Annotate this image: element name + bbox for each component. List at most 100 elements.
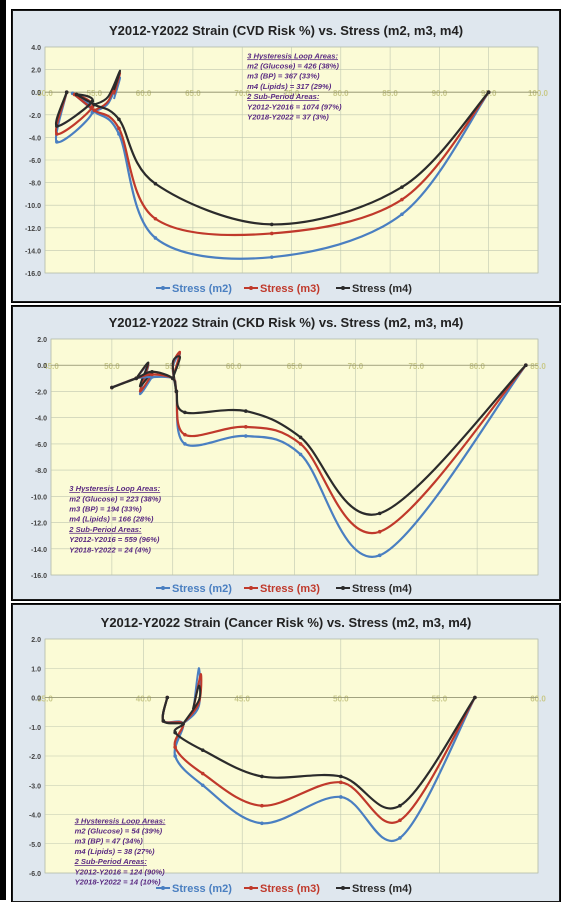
chart-panel-cvd: Y2012-Y2022 Strain (CVD Risk %) vs. Stre…	[12, 10, 560, 302]
data-point	[524, 363, 528, 368]
data-point	[298, 435, 303, 440]
y-tick-label: 1.0	[31, 666, 41, 673]
chart-legend: Stress (m2) Stress (m3) Stress (m4)	[156, 883, 412, 895]
legend-item-label: Stress (m4)	[352, 883, 412, 895]
data-point	[150, 372, 154, 377]
y-tick-label: 0.0	[37, 363, 47, 370]
legend-swatch-dot	[341, 286, 345, 290]
data-point	[117, 132, 121, 136]
chart-panel-cancer: Y2012-Y2022 Strain (Cancer Risk %) vs. S…	[12, 604, 560, 902]
data-point	[150, 375, 154, 379]
data-point	[173, 730, 177, 735]
data-point	[269, 222, 274, 227]
data-point	[117, 117, 121, 122]
data-point	[165, 695, 170, 700]
data-point	[150, 369, 154, 374]
legend-item-label: Stress (m2)	[172, 283, 232, 295]
legend-swatch-dot	[341, 886, 345, 890]
x-tick-label: 55.0	[432, 695, 448, 704]
legend-item-label: Stress (m3)	[260, 283, 320, 295]
x-tick-label: 60.0	[226, 362, 242, 371]
annotation-line: m2 (Glucose) = 54 (39%)	[75, 826, 163, 835]
ckd-chart-svg: Y2012-Y2022 Strain (CKD Risk %) vs. Stre…	[31, 315, 546, 595]
legend-swatch-dot	[249, 286, 253, 290]
legend-swatch-dot	[161, 886, 165, 890]
annotation-line: m2 (Glucose) = 426 (38%)	[247, 62, 339, 71]
data-point	[398, 836, 402, 840]
chart-legend: Stress (m2) Stress (m3) Stress (m4)	[156, 283, 412, 295]
legend-item-label: Stress (m4)	[352, 583, 412, 595]
y-tick-label: 2.0	[37, 337, 47, 344]
chart-title: Y2012-Y2022 Strain (CKD Risk %) vs. Stre…	[109, 315, 464, 330]
series-line	[54, 91, 490, 260]
annotation-line: Y2018-Y2022 = 14 (10%)	[75, 877, 161, 886]
annotation-heading: 2 Sub-Period Areas:	[74, 857, 148, 866]
data-point	[183, 432, 187, 437]
y-tick-label: -1.0	[29, 725, 41, 732]
x-tick-label: 70.0	[234, 89, 250, 98]
annotation-heading: 3 Hysteresis Loop Areas:	[247, 51, 338, 60]
data-point	[90, 99, 95, 104]
data-point	[377, 529, 382, 534]
x-tick-label: 65.0	[287, 362, 303, 371]
x-tick-label: 75.0	[284, 89, 300, 98]
y-tick-label: -2.0	[29, 754, 41, 761]
y-tick-label: -4.0	[29, 813, 41, 820]
data-point	[181, 722, 185, 726]
data-point	[92, 108, 97, 113]
annotation-line: Y2012-Y2016 = 124 (90%)	[75, 867, 166, 876]
data-point	[153, 216, 158, 221]
x-tick-label: 45.0	[234, 695, 250, 704]
data-point	[173, 754, 177, 758]
data-point	[244, 409, 248, 413]
hysteresis-loop-line	[93, 69, 121, 106]
data-point	[200, 748, 205, 752]
y-tick-label: -2.0	[35, 389, 47, 396]
data-point	[260, 821, 264, 826]
annotation-line: m3 (BP) = 47 (34%)	[75, 837, 144, 846]
y-tick-label: -14.0	[25, 248, 41, 255]
data-point	[153, 181, 158, 186]
data-point	[200, 783, 205, 788]
y-tick-label: -8.0	[29, 181, 41, 188]
annotation-line: Y2012-Y2016 = 1074 (97%)	[247, 102, 342, 111]
data-point	[183, 410, 187, 415]
hysteresis-loop-line	[182, 667, 202, 725]
data-point	[377, 553, 382, 558]
data-point	[74, 92, 79, 97]
legend-item-label: Stress (m2)	[172, 883, 232, 895]
annotation-line: m2 (Glucose) = 223 (38%)	[69, 494, 161, 503]
data-point	[244, 434, 248, 438]
data-point	[260, 803, 264, 808]
y-tick-label: -5.0	[29, 842, 41, 849]
x-tick-label: 85.0	[530, 362, 546, 371]
series-line	[54, 91, 490, 226]
annotation-heading: 2 Sub-Period Areas:	[246, 92, 320, 101]
data-point	[400, 212, 404, 217]
data-point	[153, 236, 158, 240]
legend-item-label: Stress (m3)	[260, 583, 320, 595]
annotation-heading: 2 Sub-Period Areas:	[68, 525, 142, 534]
y-tick-label: -12.0	[31, 521, 47, 528]
data-point	[398, 818, 402, 823]
hysteresis-loop-line	[182, 684, 202, 725]
x-tick-label: 65.0	[185, 89, 201, 98]
data-point	[269, 231, 274, 236]
left-edge-bar	[0, 0, 6, 900]
x-tick-label: 80.0	[333, 89, 349, 98]
data-point	[64, 90, 69, 94]
y-tick-label: -10.0	[31, 494, 47, 501]
cancer-chart-svg: Y2012-Y2022 Strain (Cancer Risk %) vs. S…	[29, 615, 546, 895]
chart-panel-ckd: Y2012-Y2022 Strain (CKD Risk %) vs. Stre…	[12, 306, 560, 600]
data-point	[400, 185, 404, 189]
data-point	[55, 124, 59, 128]
data-point	[92, 102, 97, 107]
data-point	[174, 389, 179, 394]
annotation-line: Y2012-Y2016 = 559 (96%)	[69, 535, 160, 544]
chart-title: Y2012-Y2022 Strain (Cancer Risk %) vs. S…	[101, 615, 472, 630]
y-tick-label: -4.0	[35, 416, 47, 423]
legend-item-label: Stress (m3)	[260, 883, 320, 895]
data-point	[339, 780, 343, 785]
annotation-line: Y2018-Y2022 = 24 (4%)	[69, 545, 151, 554]
legend-swatch-dot	[249, 586, 253, 590]
